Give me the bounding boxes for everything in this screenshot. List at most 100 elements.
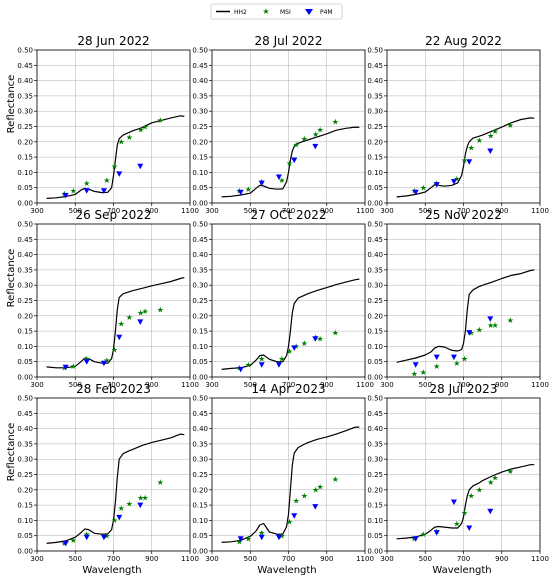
msi-point: ★	[258, 354, 265, 363]
msi-point: ★	[83, 354, 90, 363]
msi-point: ★	[245, 185, 252, 194]
y-tick-label: 0.05	[367, 532, 383, 540]
msi-point: ★	[332, 328, 339, 337]
y-tick-label: 0.50	[192, 395, 208, 403]
legend-msi-swatch: ★	[262, 7, 269, 16]
msi-point: ★	[507, 467, 514, 476]
x-tick-label: 1100	[181, 555, 199, 563]
msi-point: ★	[118, 138, 125, 147]
x-tick-label: 300	[30, 555, 43, 563]
msi-point: ★	[468, 144, 475, 153]
p4m-point	[116, 514, 123, 521]
p4m-point	[412, 362, 419, 368]
y-tick-label: 0.15	[17, 154, 33, 162]
msi-point: ★	[141, 493, 148, 502]
y-tick-label: 0.15	[367, 502, 383, 510]
msi-point: ★	[453, 519, 460, 528]
y-tick-label: 0.10	[17, 343, 33, 351]
x-tick-label: 300	[30, 207, 43, 215]
y-tick-label: 0.40	[192, 77, 208, 85]
p4m-point	[237, 536, 244, 542]
msi-point: ★	[491, 321, 498, 330]
panel-2: ★★★★★★★★★★0.000.050.100.150.200.250.300.…	[192, 34, 374, 215]
p4m-point	[258, 362, 265, 368]
msi-point: ★	[111, 162, 118, 171]
y-tick-label: 0.20	[17, 312, 33, 320]
msi-point: ★	[316, 483, 323, 492]
msi-point: ★	[141, 307, 148, 316]
y-tick-label: 0.25	[192, 471, 208, 479]
msi-point: ★	[103, 356, 110, 365]
p4m-point	[291, 513, 298, 519]
msi-point: ★	[70, 536, 77, 545]
y-tick-label: 0.10	[367, 517, 383, 525]
msi-point: ★	[487, 321, 494, 330]
msi-point: ★	[312, 486, 319, 495]
p4m-point	[433, 354, 440, 361]
x-tick-label: 1100	[356, 207, 374, 215]
msi-point: ★	[286, 159, 293, 168]
msi-point: ★	[461, 156, 468, 165]
msi-point: ★	[316, 125, 323, 134]
x-tick-label: 1100	[356, 555, 374, 563]
msi-point: ★	[312, 130, 319, 139]
x-tick-label: 300	[205, 207, 218, 215]
y-axis-label-row2: Reflectance	[6, 249, 17, 308]
y-tick-label: 0.00	[192, 548, 208, 556]
msi-point: ★	[278, 176, 285, 185]
y-tick-label: 0.15	[367, 154, 383, 162]
x-tick-label: 1100	[531, 555, 549, 563]
legend-p4m-label: P4M	[320, 9, 333, 16]
y-tick-label: 0.05	[367, 184, 383, 192]
x-tick-label: 700	[107, 381, 120, 389]
y-tick-label: 0.25	[367, 471, 383, 479]
p4m-point	[100, 188, 107, 194]
y-tick-label: 0.40	[192, 251, 208, 259]
msi-point: ★	[111, 345, 118, 354]
msi-point: ★	[111, 516, 118, 525]
y-tick-label: 0.15	[17, 328, 33, 336]
y-tick-label: 0.40	[367, 251, 383, 259]
x-tick-label: 700	[457, 207, 470, 215]
x-axis-label-col3: Wavelength	[432, 565, 491, 576]
hh2-line	[221, 426, 360, 543]
y-tick-label: 0.20	[192, 312, 208, 320]
x-tick-label: 300	[380, 381, 393, 389]
msi-point: ★	[476, 325, 483, 334]
msi-point: ★	[507, 121, 514, 130]
y-tick-label: 0.25	[192, 297, 208, 305]
msi-point: ★	[157, 478, 164, 487]
y-tick-label: 0.15	[17, 502, 33, 510]
p4m-point	[487, 148, 494, 154]
msi-point: ★	[137, 493, 144, 502]
y-tick-label: 0.15	[192, 154, 208, 162]
hh2-line	[396, 117, 535, 198]
y-tick-label: 0.50	[192, 221, 208, 229]
msi-point: ★	[103, 176, 110, 185]
p4m-point	[487, 316, 494, 322]
p4m-point	[258, 534, 265, 541]
p4m-point	[100, 534, 107, 541]
y-tick-label: 0.45	[192, 410, 208, 418]
y-tick-label: 0.50	[367, 221, 383, 229]
panel-title: 28 Feb 2023	[76, 382, 151, 396]
y-tick-label: 0.20	[367, 486, 383, 494]
msi-point: ★	[491, 127, 498, 136]
y-tick-label: 0.10	[17, 517, 33, 525]
x-tick-label: 700	[457, 381, 470, 389]
y-tick-label: 0.35	[192, 266, 208, 274]
x-tick-label: 500	[244, 381, 257, 389]
x-tick-label: 500	[244, 555, 257, 563]
y-tick-label: 0.45	[17, 62, 33, 70]
p4m-point	[466, 525, 473, 532]
y-tick-label: 0.45	[367, 62, 383, 70]
legend-msi-label: MSI	[280, 9, 291, 16]
msi-point: ★	[301, 135, 308, 144]
x-axis-label-col2: Wavelength	[257, 565, 316, 576]
y-tick-label: 0.05	[17, 184, 33, 192]
y-tick-label: 0.15	[192, 328, 208, 336]
y-tick-label: 0.30	[367, 456, 383, 464]
y-tick-label: 0.20	[367, 138, 383, 146]
msi-point: ★	[126, 313, 133, 322]
hh2-line	[221, 278, 360, 370]
